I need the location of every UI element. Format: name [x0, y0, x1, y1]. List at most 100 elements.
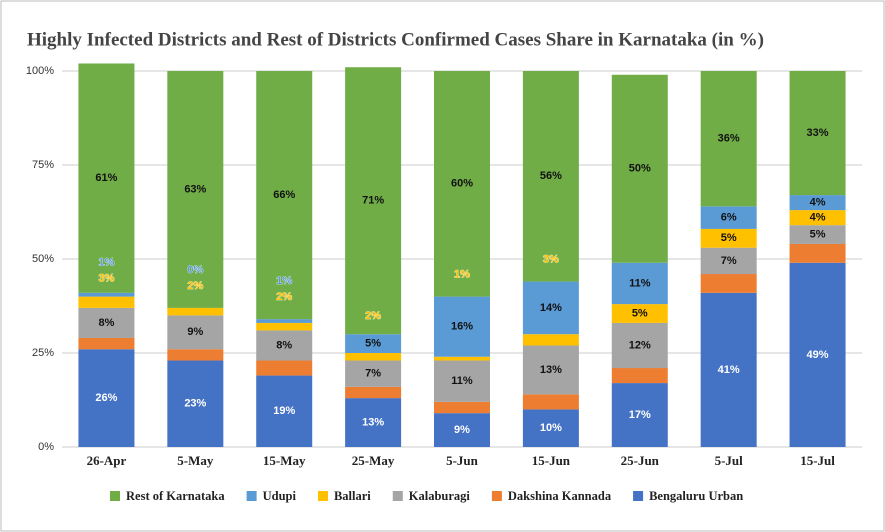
bar-segment — [345, 334, 402, 353]
bar-segment — [522, 281, 579, 335]
bar-segment — [434, 296, 490, 357]
bar-segment — [522, 409, 579, 447]
legend-label: Udupi — [263, 489, 297, 503]
bar-segment — [522, 394, 579, 410]
y-tick-label: 25% — [32, 347, 54, 359]
value-label: 5% — [721, 232, 737, 244]
bar-segment — [789, 71, 846, 196]
value-label: 61% — [95, 172, 117, 184]
value-label: 50% — [629, 163, 651, 175]
bar-segment — [78, 349, 135, 447]
bar-segment — [522, 71, 579, 282]
value-label: 26% — [95, 392, 117, 404]
value-label: 23% — [184, 398, 206, 410]
bar-segment — [256, 375, 313, 447]
value-label: 1% — [454, 269, 470, 281]
value-label: 11% — [451, 375, 473, 387]
x-tick-label: 25-May — [352, 453, 395, 468]
bar-segment — [256, 330, 313, 361]
value-label: 3% — [543, 253, 559, 265]
legend-swatch — [246, 491, 257, 501]
bar-segment — [78, 63, 135, 293]
bar-segment — [789, 262, 846, 447]
legend-swatch — [110, 491, 120, 501]
bar-segment — [434, 413, 490, 447]
bar-segment — [789, 225, 846, 244]
value-label: 13% — [540, 364, 562, 376]
bar-segment — [522, 345, 579, 395]
value-label: 66% — [273, 189, 295, 201]
value-label: 12% — [629, 339, 651, 351]
value-label: 60% — [451, 178, 473, 190]
value-label: 3% — [98, 272, 114, 284]
value-label: 7% — [365, 368, 381, 380]
x-tick-label: 5-Jul — [715, 453, 744, 468]
legend-label: Dakshina Kannada — [508, 489, 612, 503]
legend-label: Rest of Karnataka — [126, 489, 225, 503]
bar-segment — [345, 386, 402, 399]
value-label: 1% — [98, 256, 114, 268]
bar-segment — [167, 315, 224, 350]
bar-segment — [434, 401, 490, 414]
bar-segment — [345, 353, 402, 361]
bar-segment — [434, 71, 490, 297]
bar-segment — [611, 322, 668, 369]
value-label: 8% — [276, 339, 292, 351]
value-label: 33% — [807, 127, 829, 139]
value-label: 36% — [718, 133, 740, 145]
bar-segment — [611, 383, 668, 447]
x-tick-label: 26-Apr — [87, 453, 127, 468]
value-label: 10% — [540, 422, 562, 434]
value-label: 9% — [187, 326, 203, 338]
legend-swatch — [392, 491, 403, 501]
y-tick-label: 75% — [32, 159, 54, 171]
bar-segment — [345, 67, 402, 335]
bar-segment — [611, 304, 668, 323]
value-label: 11% — [629, 277, 651, 289]
bar-segment — [78, 337, 135, 350]
value-label: 16% — [451, 321, 473, 333]
bar-segment — [345, 360, 402, 387]
value-label: 7% — [721, 255, 737, 267]
value-label: 6% — [721, 212, 737, 224]
value-label: 13% — [362, 416, 384, 428]
bar-segment — [256, 319, 313, 323]
bar-segment — [167, 360, 224, 447]
bar-segment — [789, 243, 846, 263]
value-label: 63% — [184, 183, 206, 195]
value-label: 49% — [807, 349, 829, 361]
value-label: 4% — [810, 212, 826, 224]
bar-segment — [789, 195, 846, 211]
bar-segment — [700, 228, 757, 248]
y-tick-label: 50% — [32, 253, 54, 265]
legend-swatch — [491, 491, 502, 501]
x-tick-label: 5-May — [177, 453, 214, 468]
value-label: 4% — [810, 197, 826, 209]
value-label: 5% — [632, 307, 648, 319]
value-label: 2% — [365, 310, 381, 322]
bar-segment — [611, 368, 668, 384]
x-tick-label: 5-Jun — [446, 453, 479, 468]
bar-segment — [78, 307, 135, 338]
value-label: 2% — [276, 291, 292, 303]
bar-segment — [78, 296, 135, 308]
legend-swatch — [633, 491, 644, 501]
x-tick-label: 25-Jun — [621, 453, 660, 468]
value-label: 0% — [187, 264, 203, 276]
bar-segment — [522, 334, 579, 346]
bar-segment — [256, 360, 313, 376]
bar-segment — [700, 247, 757, 275]
bar-segment — [434, 360, 490, 402]
value-label: 8% — [98, 317, 114, 329]
legend-label: Kalaburagi — [409, 489, 471, 503]
chart-title: Highly Infected Districts and Rest of Di… — [27, 29, 764, 50]
bar-segment — [167, 71, 224, 308]
value-label: 56% — [540, 170, 562, 182]
bar-segment — [611, 74, 668, 263]
value-label: 2% — [187, 280, 203, 292]
value-label: 41% — [718, 364, 740, 376]
value-label: 9% — [454, 424, 470, 436]
bar-segment — [700, 206, 757, 229]
value-label: 5% — [365, 338, 381, 350]
